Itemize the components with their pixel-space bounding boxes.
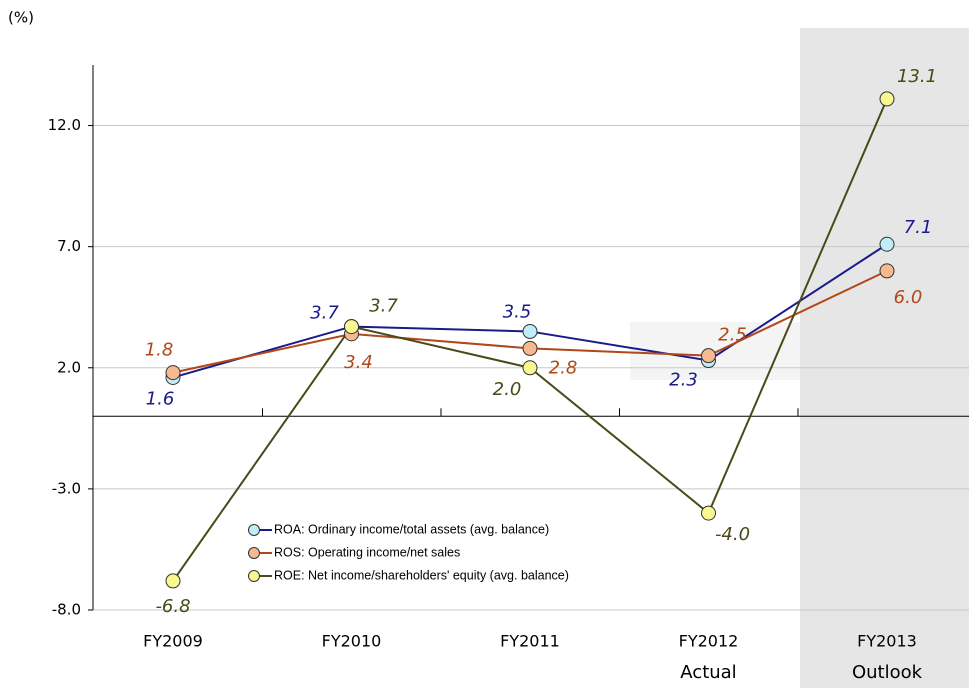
legend-marker [248, 570, 260, 582]
marker [522, 340, 538, 356]
value-label: 3.7 [369, 296, 398, 317]
x-tick-label: FY2010 [322, 632, 382, 651]
marker [522, 360, 538, 376]
y-tick-label: 7.0 [57, 237, 81, 255]
x-tick-sublabel: Outlook [852, 662, 923, 683]
value-label: -4.0 [715, 524, 750, 545]
marker [701, 505, 716, 521]
value-label: 2.5 [718, 325, 747, 346]
value-label: 3.7 [310, 303, 339, 324]
y-tick-label: -8.0 [52, 601, 81, 619]
marker [879, 91, 895, 107]
y-axis-label: (%) [8, 9, 34, 27]
legend-label: ROE: Net income/shareholders' equity (av… [274, 568, 569, 582]
x-tick-label: FY2011 [500, 632, 560, 651]
value-label: -6.8 [155, 596, 190, 617]
value-label: 7.1 [904, 217, 933, 238]
value-label: 3.5 [503, 301, 532, 322]
marker [165, 365, 181, 381]
x-tick-sublabel: Actual [680, 662, 736, 683]
legend-marker [248, 524, 260, 536]
value-label: 3.4 [344, 352, 373, 373]
x-tick-label: FY2013 [857, 632, 917, 651]
marker [879, 263, 895, 279]
value-label: 1.8 [145, 340, 174, 361]
value-label: 2.0 [493, 379, 522, 400]
x-tick-label: FY2009 [143, 632, 203, 651]
value-label: 1.6 [146, 388, 175, 409]
value-label: 13.1 [897, 66, 937, 87]
y-tick-label: 12.0 [48, 116, 81, 134]
y-tick-label: -3.0 [52, 479, 81, 497]
legend-marker [248, 547, 260, 559]
marker [522, 323, 538, 339]
legend-label: ROA: Ordinary income/total assets (avg. … [274, 522, 549, 536]
value-label: 6.0 [894, 287, 923, 308]
marker [701, 348, 716, 364]
x-tick-label: FY2012 [679, 632, 739, 651]
marker [344, 319, 359, 335]
y-tick-label: 2.0 [57, 358, 81, 376]
actual-shade [630, 322, 800, 380]
marker [879, 236, 895, 252]
outlook-shade [800, 28, 969, 688]
value-label: 2.8 [549, 357, 578, 378]
marker [165, 573, 181, 589]
legend-label: ROS: Operating income/net sales [274, 545, 460, 559]
value-label: 2.3 [669, 370, 698, 391]
